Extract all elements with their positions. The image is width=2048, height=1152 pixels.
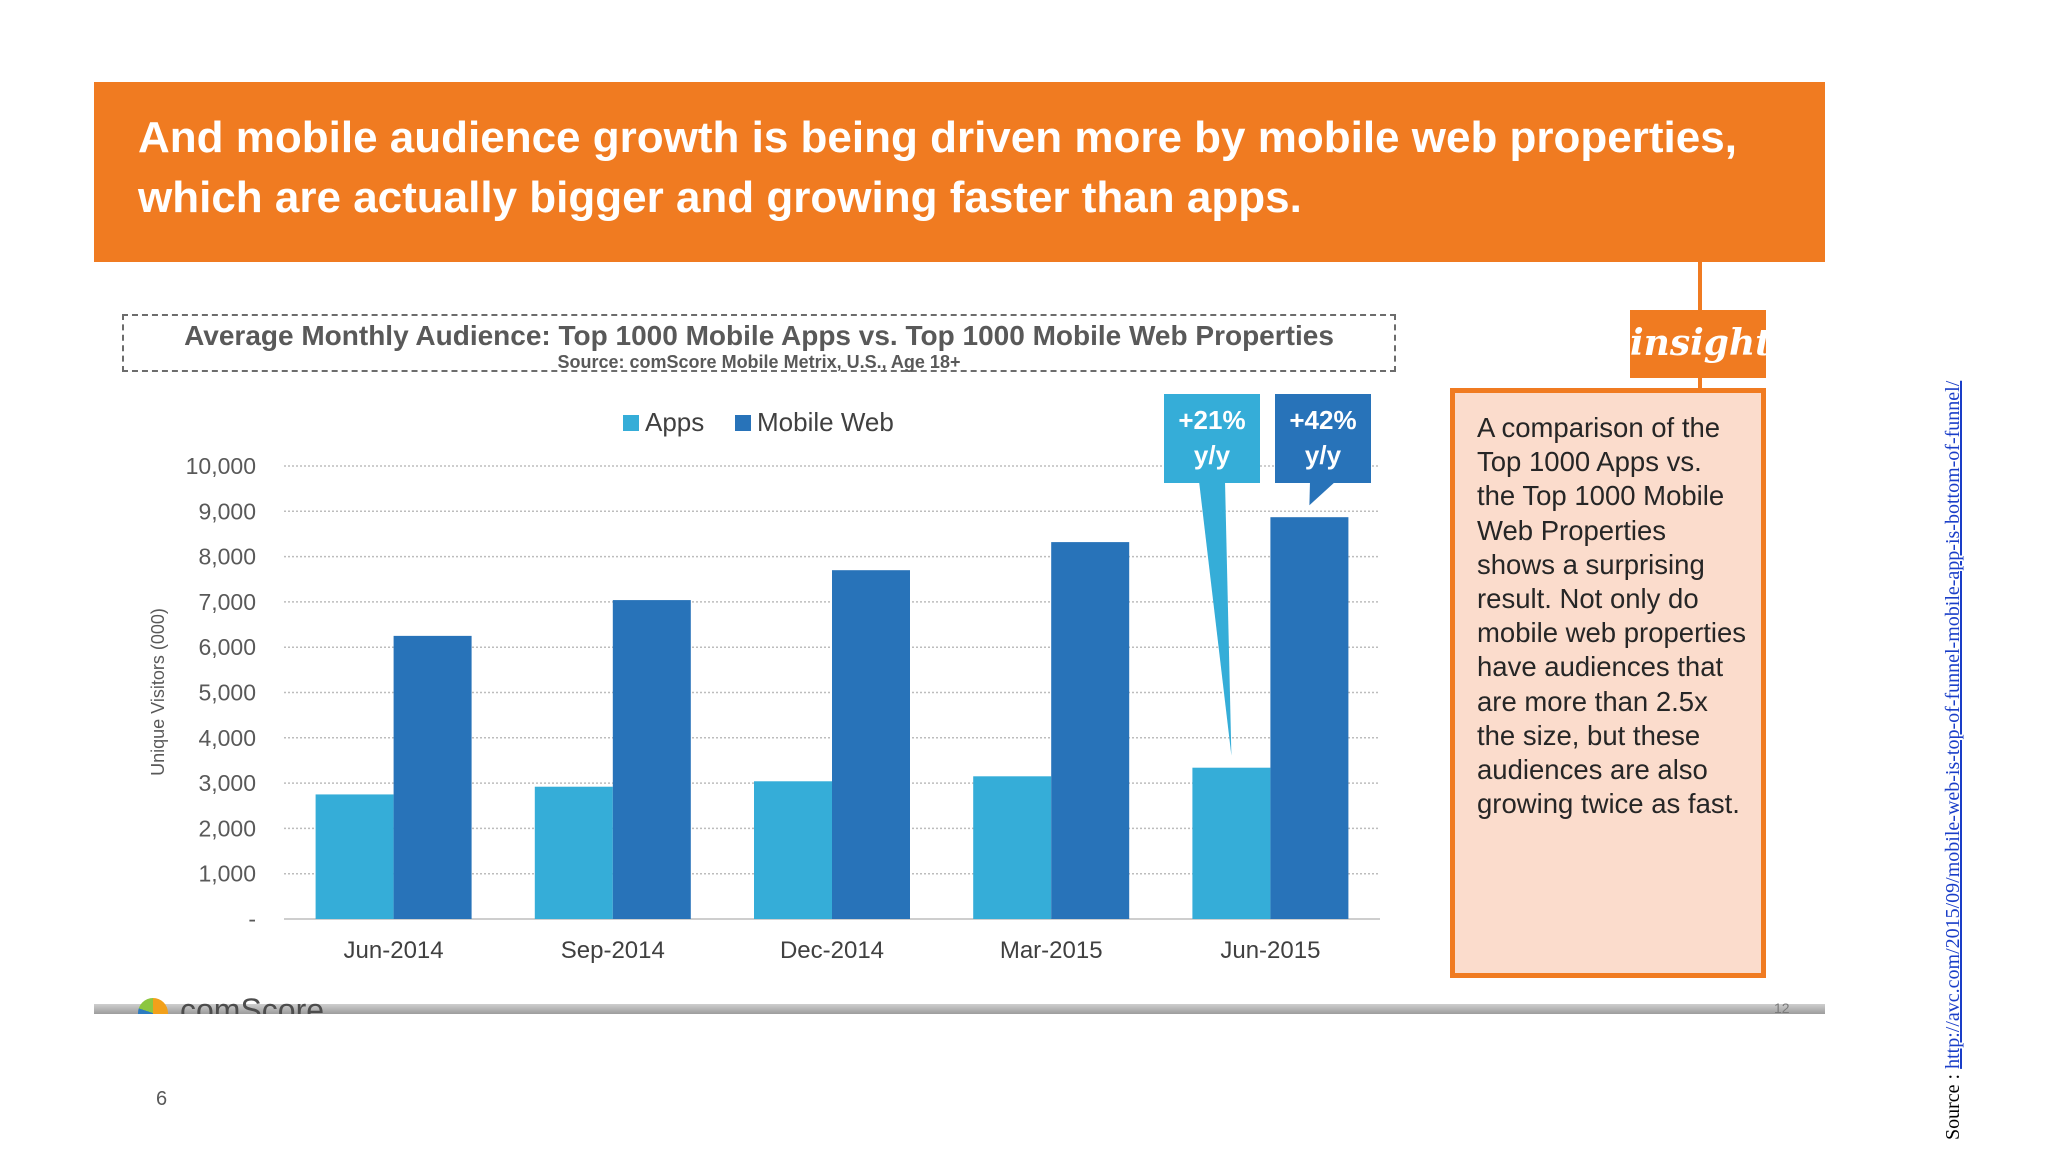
callout-pointer [1199,481,1232,756]
legend-swatch [735,415,751,431]
x-tick-label: Jun-2014 [344,937,444,964]
slide-image: And mobile audience growth is being driv… [94,82,1825,1014]
header-band: And mobile audience growth is being driv… [94,82,1825,262]
x-tick-label: Dec-2014 [780,937,884,964]
x-tick-label: Mar-2015 [1000,937,1103,964]
comscore-logo-text: comScore [180,992,325,1014]
source-link[interactable]: http://avc.com/2015/09/mobile-web-is-top… [1942,380,1964,1069]
bar-apps [973,776,1052,919]
callout-value: +21% [1178,405,1245,435]
legend-swatch [623,415,639,431]
bar-apps [1192,767,1271,919]
bar-mobile-web [1051,542,1130,919]
y-tick-label: 10,000 [186,453,256,479]
insight-connector [1698,378,1702,388]
y-tick-label: 6,000 [198,634,256,660]
callout-box [1275,394,1371,483]
bar-mobile-web [832,570,910,919]
y-tick-label: 1,000 [198,861,256,887]
chart-subtitle: Source: comScore Mobile Metrix, U.S., Ag… [557,352,961,372]
slide-number: 12 [1774,1000,1790,1014]
callout-box [1164,394,1260,483]
y-tick-label: 8,000 [198,544,256,570]
insight-badge: insight [1630,310,1772,378]
y-tick-label: 5,000 [198,680,256,706]
bar-apps [315,794,394,919]
bar-mobile-web [1270,517,1349,919]
chart-title: Average Monthly Audience: Top 1000 Mobil… [184,320,1334,351]
y-tick-label: 2,000 [198,815,256,841]
footer-divider [94,1004,1825,1014]
legend-label: Apps [645,407,704,437]
y-tick-label: 7,000 [198,589,256,615]
y-tick-label: 9,000 [198,498,256,524]
callout-pointer [1309,481,1336,506]
bar-mobile-web [612,600,691,919]
bar-apps [754,781,832,919]
insight-box: A comparison of the Top 1000 Apps vs. th… [1450,388,1766,978]
callout-unit: y/y [1194,440,1231,470]
comscore-logo-icon [138,998,168,1014]
x-tick-label: Jun-2015 [1220,937,1320,964]
insight-text: A comparison of the Top 1000 Apps vs. th… [1477,412,1747,820]
bar-apps [534,786,613,919]
source-label: Source : [1942,1068,1964,1140]
y-tick-label: 4,000 [198,725,256,751]
y-tick-label: 3,000 [198,770,256,796]
callout-unit: y/y [1305,440,1342,470]
y-tick-label: - [248,906,256,932]
bar-chart: - 1,000 2,000 3,000 4,000 5,000 6,000 7,000 8,00… [148,394,1380,964]
header-title: And mobile audience growth is being driv… [138,113,1737,222]
legend-label: Mobile Web [757,407,894,437]
bar-mobile-web [393,635,472,919]
x-tick-label: Sep-2014 [561,937,665,964]
callout-value: +42% [1289,405,1356,435]
y-axis-label: Unique Visitors (000) [148,608,168,776]
page-number: 6 [156,1088,168,1110]
insight-connector [1698,262,1702,310]
chart-title-box: Average Monthly Audience: Top 1000 Mobil… [122,314,1396,372]
source-citation: Source : http://avc.com/2015/09/mobile-w… [1942,260,1965,1140]
